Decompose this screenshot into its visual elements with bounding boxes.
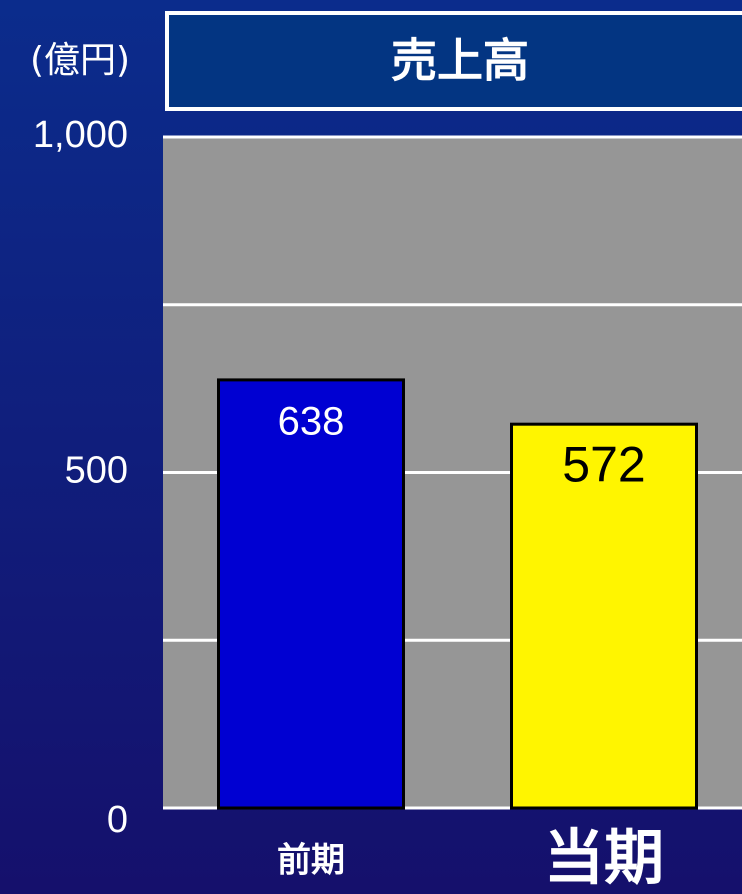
x-tick-label: 当期 [544,824,664,894]
chart-title: 売上高 [391,34,529,88]
unit-label: (億円) [30,40,130,81]
value-label: 572 [562,436,645,492]
y-tick-label: 0 [107,799,128,841]
y-tick-label: 1,000 [33,114,128,156]
title-box [165,11,742,111]
y-tick-label: 500 [65,450,128,492]
value-label: 638 [278,399,345,443]
x-tick-label: 前期 [277,841,345,881]
bar [217,378,405,810]
bar [510,422,698,810]
